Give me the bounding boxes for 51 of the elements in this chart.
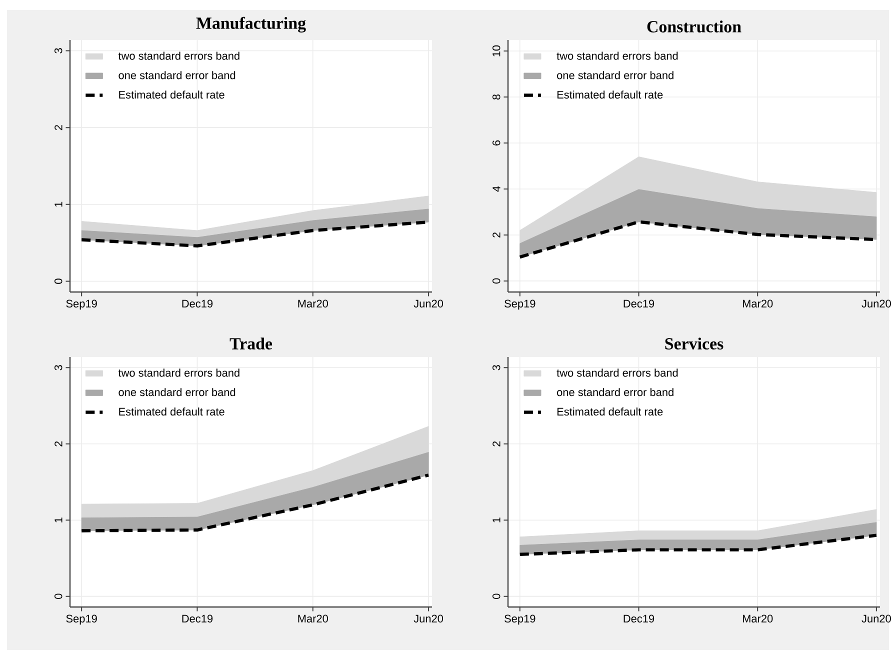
x-tick-label: Sep19 (504, 300, 536, 310)
y-tick-label: 2 (492, 441, 500, 446)
x-tick-label: Sep19 (66, 614, 97, 625)
y-tick-label: 2 (54, 441, 62, 446)
x-tick-label: Jun20 (414, 300, 444, 308)
x-tick-label: Jun20 (862, 614, 891, 623)
legend-label: one standard error band (118, 388, 236, 396)
y-tick-label: 1 (54, 518, 62, 522)
y-tick-label: 2 (492, 232, 500, 238)
legend-label: two standard errors band (556, 368, 678, 377)
x-tick-label: Mar20 (298, 300, 328, 308)
chart-title: Manufacturing (196, 16, 306, 32)
legend-label: one standard error band (557, 388, 674, 396)
y-tick-label: 0 (492, 278, 500, 284)
x-tick-label: Dec19 (624, 614, 654, 623)
x-tick-label: Dec19 (182, 614, 213, 623)
x-tick-label: Mar20 (742, 614, 773, 623)
legend-label: Estimated default rate (119, 90, 224, 99)
y-tick-label: 0 (492, 594, 500, 599)
legend-label: Estimated default rate (119, 408, 224, 416)
y-tick-label: 6 (492, 140, 500, 146)
legend-label: two standard errors band (118, 368, 240, 377)
legend-label: two standard errors band (118, 52, 240, 60)
chart-title: Trade (230, 338, 272, 350)
x-tick-label: Dec19 (182, 300, 213, 308)
legend-label: one standard error band (118, 71, 236, 80)
x-tick-label: Mar20 (298, 614, 328, 623)
y-tick-label: 10 (492, 45, 500, 56)
y-tick-label: 1 (492, 518, 500, 522)
y-tick-label: 3 (54, 48, 62, 54)
x-tick-label: Jun20 (414, 614, 444, 623)
x-tick-label: Sep19 (66, 300, 97, 310)
legend-label: one standard error band (557, 71, 674, 80)
y-tick-label: 3 (492, 365, 500, 370)
x-tick-label: Mar20 (742, 300, 773, 308)
line-series (80, 474, 430, 532)
chart-title: Construction (647, 20, 742, 32)
y-tick-label: 0 (54, 278, 62, 284)
y-tick-label: 0 (54, 594, 62, 599)
y-tick-label: 8 (492, 94, 500, 100)
legend-label: two standard errors band (556, 52, 678, 60)
y-tick-label: 1 (54, 202, 62, 207)
legend-label: Estimated default rate (557, 408, 663, 416)
x-tick-label: Dec19 (624, 300, 654, 308)
y-tick-label: 2 (54, 125, 62, 130)
x-tick-label: Jun20 (862, 300, 891, 308)
x-tick-label: Sep19 (504, 614, 536, 625)
chart-title: Services (665, 338, 724, 350)
legend-label: Estimated default rate (557, 90, 663, 99)
y-tick-label: 3 (54, 365, 62, 370)
y-tick-label: 4 (492, 186, 500, 192)
